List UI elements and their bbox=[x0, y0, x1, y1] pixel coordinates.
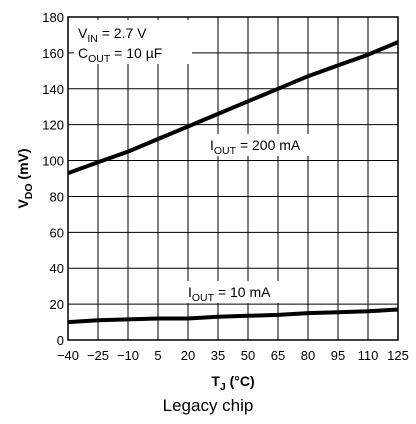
x-tick-label: −10 bbox=[117, 348, 139, 363]
series-label-bg-10ma bbox=[184, 281, 296, 303]
x-tick-label: 35 bbox=[211, 348, 225, 363]
x-tick-label: −40 bbox=[57, 348, 79, 363]
y-tick-label: 160 bbox=[42, 46, 64, 61]
x-tick-label: 80 bbox=[301, 348, 315, 363]
grid bbox=[68, 17, 398, 340]
x-tick-label: −25 bbox=[87, 348, 109, 363]
y-tick-label: 80 bbox=[50, 189, 64, 204]
conditions-box bbox=[74, 20, 192, 64]
x-tick-label: 125 bbox=[387, 348, 409, 363]
x-tick-label: 50 bbox=[241, 348, 255, 363]
condition-cout: COUT = 10 µF bbox=[78, 45, 162, 65]
series-label-bg-200ma bbox=[206, 134, 324, 156]
y-tick-label: 120 bbox=[42, 118, 64, 133]
y-tick-label: 40 bbox=[50, 261, 64, 276]
x-axis-title: TJ (°C) bbox=[211, 373, 254, 393]
y-tick-label: 20 bbox=[50, 297, 64, 312]
axis-titles: TJ (°C) VDO (mV) bbox=[15, 148, 255, 393]
y-tick-label: 140 bbox=[42, 82, 64, 97]
x-tick-label: 65 bbox=[271, 348, 285, 363]
series-label-200ma: IOUT = 200 mA bbox=[210, 137, 301, 157]
x-tick-labels: −40 −25 −10 5 20 35 50 65 80 95 110 125 bbox=[57, 348, 409, 363]
y-tick-labels: 0 20 40 60 80 100 120 140 160 180 bbox=[42, 10, 64, 348]
series-line-200ma bbox=[67, 40, 399, 175]
y-tick-label: 180 bbox=[42, 10, 64, 25]
series-label-10ma: IOUT = 10 mA bbox=[188, 284, 271, 304]
x-tick-label: 110 bbox=[358, 348, 379, 363]
y-tick-label: 100 bbox=[42, 154, 64, 169]
x-tick-label: 5 bbox=[154, 348, 161, 363]
series-line-10ma bbox=[67, 307, 399, 325]
y-tick-label: 60 bbox=[50, 225, 64, 240]
plot-frame bbox=[67, 16, 399, 341]
y-axis-title: VDO (mV) bbox=[15, 148, 35, 208]
caption: Legacy chip bbox=[162, 396, 254, 415]
x-tick-label: 20 bbox=[181, 348, 195, 363]
x-tick-label: 95 bbox=[331, 348, 345, 363]
series-lines bbox=[67, 40, 399, 325]
y-tick-label: 0 bbox=[57, 333, 64, 348]
condition-vin: VIN = 2.7 V bbox=[78, 25, 147, 45]
